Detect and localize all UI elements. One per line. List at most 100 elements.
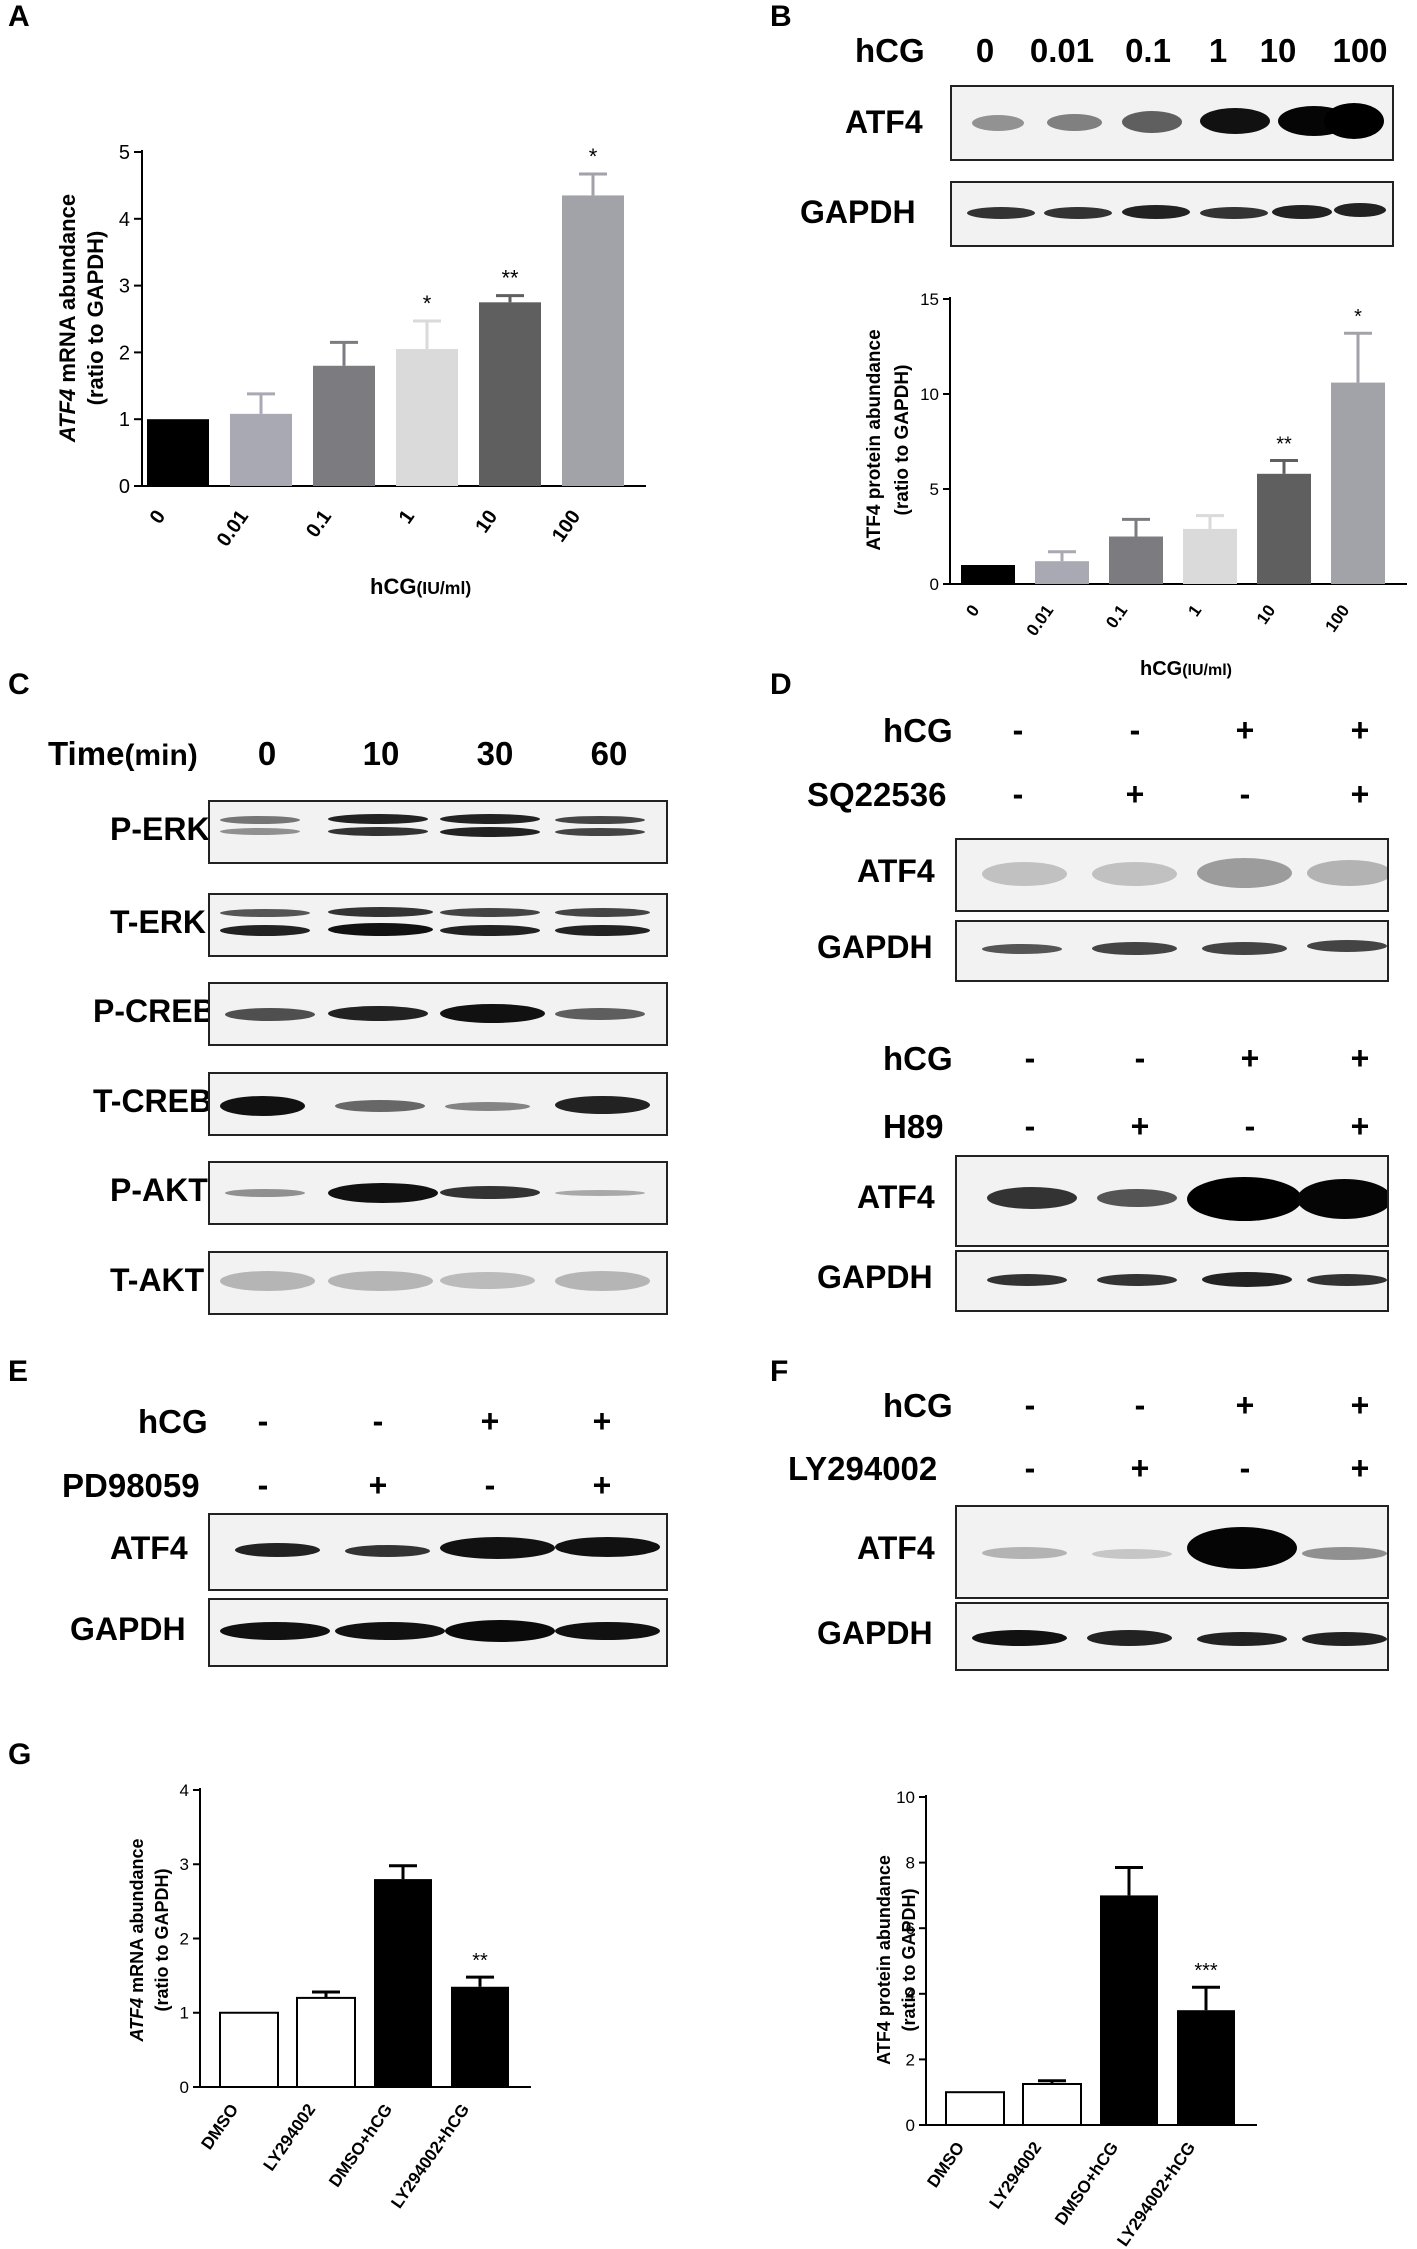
- panel-letter-b: B: [770, 0, 792, 33]
- chart-g1-ylabel: ATF4 mRNA abundance: [127, 1838, 147, 2042]
- chart-a-ytick-label: 3: [119, 276, 130, 298]
- blotE-gapdh-blot: [208, 1598, 668, 1667]
- panel-letter-c: C: [8, 668, 30, 701]
- blotF-sign1: -: [1134, 1387, 1146, 1423]
- chart-g2-ylabel-2: (ratio to GAPDH): [899, 1889, 919, 2032]
- blot-band: [328, 814, 428, 824]
- blot-band: [1097, 1189, 1177, 1207]
- blotE-sign2: +: [368, 1467, 388, 1503]
- blotD2-sign1: +: [1350, 1040, 1370, 1076]
- chart-g1-bar: [296, 1996, 356, 2089]
- blot-c-time-word: Time: [48, 735, 125, 772]
- blotD1-atf4-label: ATF4: [857, 853, 935, 889]
- blotE-gapdh-label: GAPDH: [70, 1610, 186, 1647]
- blotF-gapdh-label: GAPDH: [817, 1614, 933, 1651]
- chart-a-ylabel: ATF4 mRNA abundance: [55, 194, 80, 443]
- blot-band: [972, 1630, 1067, 1646]
- blotD2-sign2: -: [1024, 1108, 1036, 1144]
- chart-g2-significance: ***: [1194, 1960, 1218, 1982]
- blot-b-conc-label: 0.1: [1125, 32, 1171, 69]
- chart-g1-bar: [374, 1879, 432, 2087]
- panel-letter-a: A: [8, 0, 30, 33]
- chart-g2-ytick-label: 0: [906, 2116, 915, 2135]
- chart-g1-ytick-label: 2: [180, 1929, 189, 1948]
- chart-a-category-label: 1: [395, 506, 419, 528]
- chart-b-category-label: 0.01: [1023, 601, 1058, 639]
- blot-band: [440, 908, 540, 917]
- blot-b-gapdh-label: GAPDH: [800, 194, 916, 230]
- blotD2-sign1: +: [1240, 1040, 1260, 1076]
- chart-g1-ylabel-2: (ratio to GAPDH): [152, 1869, 172, 2012]
- blot-b-conc-label: 1: [1208, 32, 1228, 69]
- chart-g2-bar: [945, 2091, 1005, 2126]
- blot-b-conc-label: 100: [1332, 32, 1388, 69]
- chart-b-ytick-label: 10: [920, 385, 939, 404]
- blot-band: [555, 1096, 650, 1114]
- blotD1-row2-label: SQ22536: [807, 776, 947, 813]
- blotD1-sign2: -: [1239, 776, 1251, 812]
- blot-band: [445, 1102, 530, 1111]
- blotF-row1-label: hCG: [883, 1387, 953, 1424]
- chart-a-bar: [147, 419, 209, 486]
- blot-c-t-akt: [208, 1251, 668, 1315]
- chart-g1-category-label: LY294002: [260, 2100, 320, 2174]
- blotE-row1-label: hCG: [138, 1403, 208, 1440]
- blot-band: [555, 816, 645, 824]
- chart-g1-bar: [451, 1986, 509, 2087]
- blot-band: [328, 1183, 438, 1203]
- blot-b-conc-label: 0: [975, 32, 995, 69]
- chart-g2-ytick-label: 2: [906, 2050, 915, 2069]
- panel-letter-g: G: [8, 1738, 32, 1771]
- blot-band: [1302, 1547, 1387, 1560]
- chart-b-category-label: 0: [962, 601, 983, 620]
- blot-band: [1307, 1274, 1387, 1286]
- chart-b-significance: *: [1354, 306, 1362, 328]
- blot-band: [555, 1190, 645, 1196]
- blotF-row2-label: LY294002: [788, 1450, 938, 1487]
- blot-c-time-value: 60: [590, 735, 628, 772]
- chart-g1-category-label: LY294002+hCG: [387, 2100, 473, 2211]
- blot-band: [225, 1008, 315, 1021]
- chart-a-ytick-label: 1: [119, 409, 130, 431]
- blot-band: [1092, 1549, 1172, 1559]
- blot-c-time-unit: (min): [124, 739, 198, 772]
- chart-g1-ytick-label: 4: [180, 1781, 189, 1800]
- blotD2-row1-label: hCG: [883, 1040, 953, 1077]
- blot-band: [1092, 942, 1177, 955]
- blotF-gapdh-blot: [955, 1602, 1389, 1671]
- chart-g1-ytick-label: 3: [180, 1855, 189, 1874]
- blotD1-sign1: -: [1012, 712, 1024, 748]
- blotE-sign2: -: [484, 1467, 496, 1503]
- chart-g2-category-label: LY294002+hCG: [1113, 2138, 1199, 2249]
- chart-b-ylabel-2: (ratio to GAPDH): [892, 365, 913, 516]
- chart-a-bar: [562, 195, 624, 487]
- chart-g2-bar: [1177, 2010, 1235, 2125]
- blot-band: [555, 1008, 645, 1020]
- chart-b-category-label: 0.1: [1102, 601, 1131, 631]
- blotE-row2-label: PD98059: [62, 1467, 200, 1504]
- chart-b-bar: [1331, 382, 1385, 584]
- chart-a-category-label: 10: [471, 506, 502, 537]
- blot-c-time-value: 30: [476, 735, 514, 772]
- blotD2-gapdh-label: GAPDH: [817, 1259, 933, 1295]
- blot-c-row-label: P-ERK: [110, 811, 210, 847]
- chart-b-significance: **: [1276, 434, 1292, 456]
- chart-a-significance: **: [501, 266, 519, 291]
- blot-band: [982, 862, 1067, 886]
- blot-band: [345, 1545, 430, 1557]
- blotD2-row2-label: H89: [883, 1108, 944, 1145]
- blotD1-sign1: +: [1350, 712, 1370, 748]
- blot-band: [220, 909, 310, 917]
- blot-c-p-creb: [208, 982, 668, 1046]
- chart-a-category-label: 100: [548, 506, 585, 546]
- blot-band: [440, 925, 540, 936]
- chart-b-category-label: 10: [1253, 601, 1279, 627]
- blotD1-sign1: -: [1129, 712, 1141, 748]
- blotD1-gapdh-label: GAPDH: [817, 929, 933, 965]
- blot-band: [220, 925, 310, 936]
- blot-band: [440, 1272, 535, 1289]
- blot-c-row-label: T-CREB: [93, 1083, 213, 1119]
- blot-c-p-akt: [208, 1161, 668, 1225]
- blot-b-hcg-label: hCG: [855, 32, 925, 69]
- chart-g2-ytick-label: 6: [906, 1919, 915, 1938]
